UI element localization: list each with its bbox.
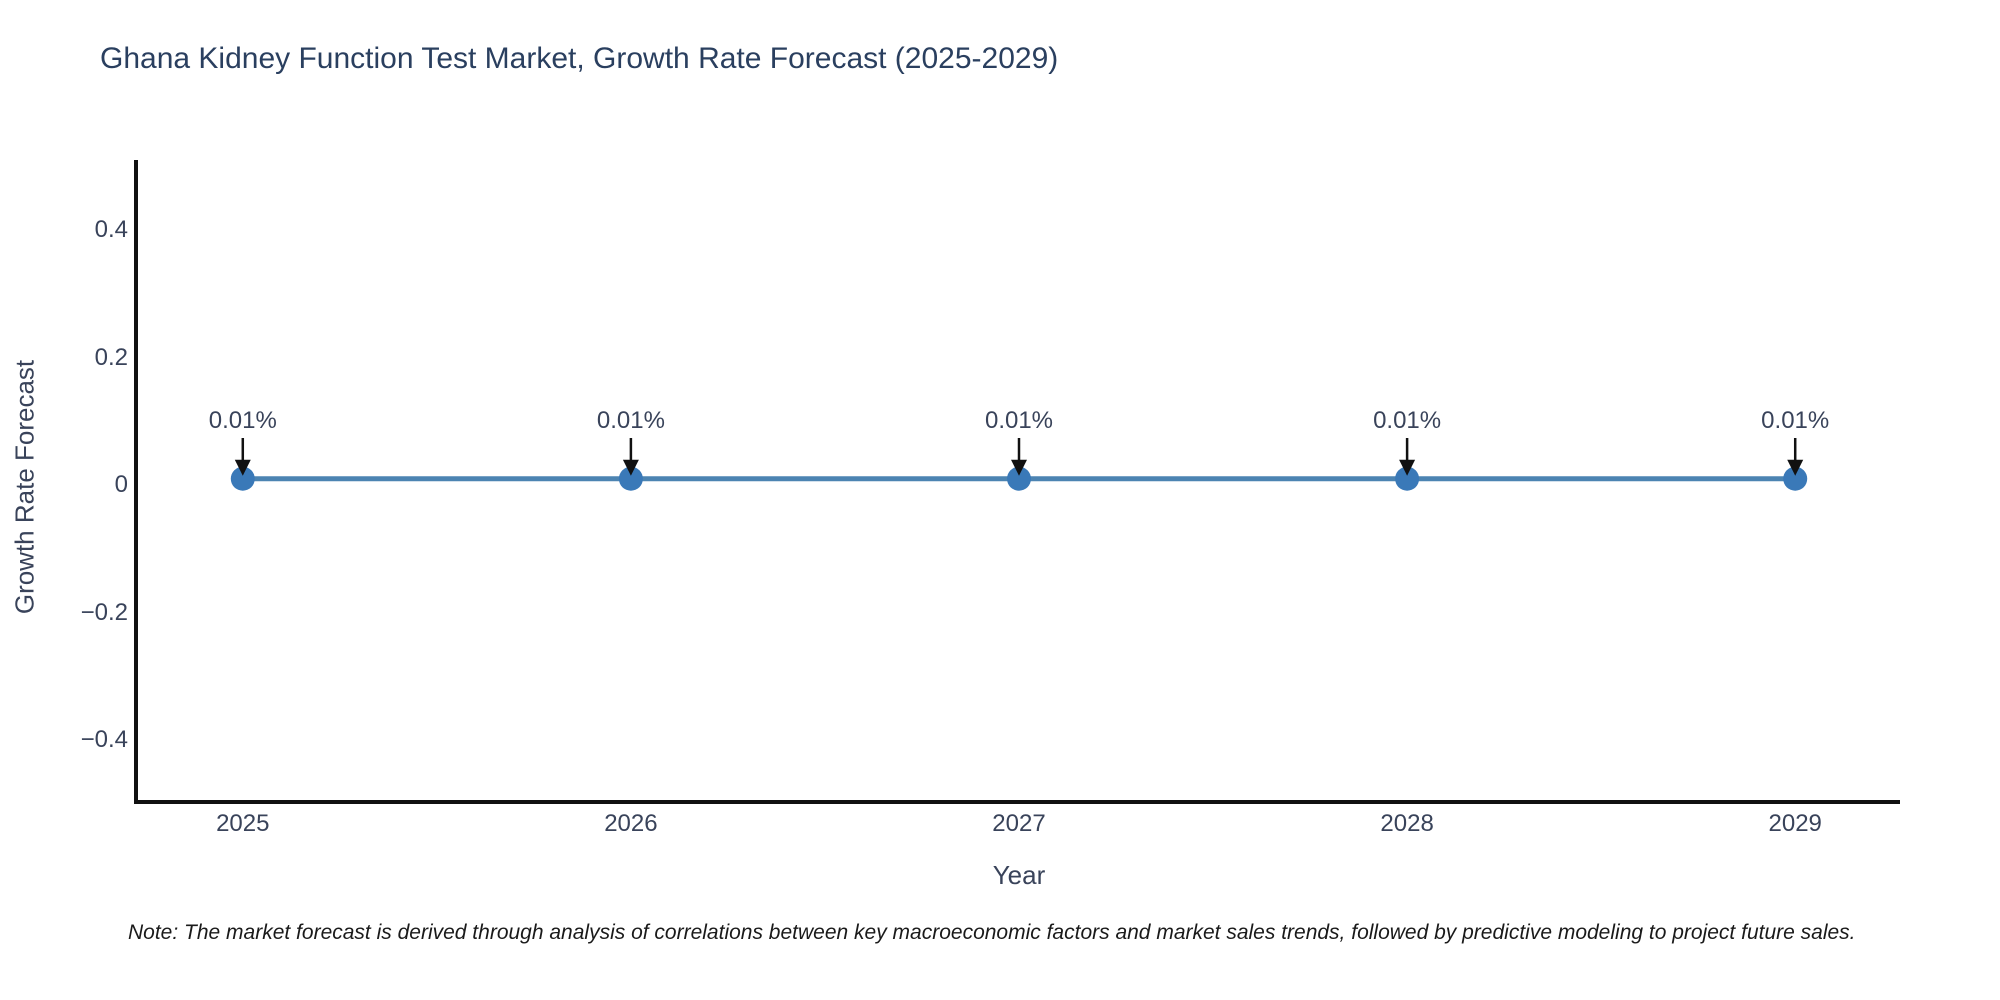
data-point-annotation: 0.01%	[208, 407, 277, 434]
footnote: Note: The market forecast is derived thr…	[128, 921, 1856, 944]
data-point-annotation: 0.01%	[984, 407, 1054, 434]
data-point-marker	[230, 466, 255, 491]
chart-title: Ghana Kidney Function Test Market, Growt…	[100, 42, 1059, 75]
y-tick-label: −0.2	[80, 598, 128, 626]
x-tick-label: 2025	[216, 810, 270, 837]
x-tick-label: 2026	[604, 810, 658, 837]
annotation-arrow-head	[1787, 459, 1804, 476]
annotation-arrow-head	[234, 459, 251, 476]
data-point-marker	[1395, 466, 1420, 491]
data-point-marker	[1007, 466, 1031, 491]
plot-area	[134, 160, 1900, 804]
x-tick-label: 2028	[1380, 810, 1434, 837]
data-point-annotation: 0.01%	[596, 407, 665, 434]
data-point-annotation: 0.01%	[1373, 407, 1442, 434]
annotation-arrow-head	[1399, 459, 1416, 476]
y-tick-label: 0.4	[94, 216, 128, 244]
annotation-arrow-head	[622, 459, 639, 476]
x-tick-label: 2027	[992, 810, 1046, 837]
x-axis-title: Year	[992, 860, 1046, 890]
y-tick-label: 0.2	[94, 343, 128, 371]
x-tick-label: 2029	[1768, 810, 1822, 837]
data-point-annotation: 0.01%	[1761, 407, 1830, 434]
annotation-arrow-head	[1011, 459, 1027, 476]
y-tick-label: −0.4	[80, 726, 128, 754]
data-point-marker	[1783, 466, 1808, 491]
data-point-marker	[618, 466, 643, 491]
y-tick-label: 0	[114, 471, 128, 499]
